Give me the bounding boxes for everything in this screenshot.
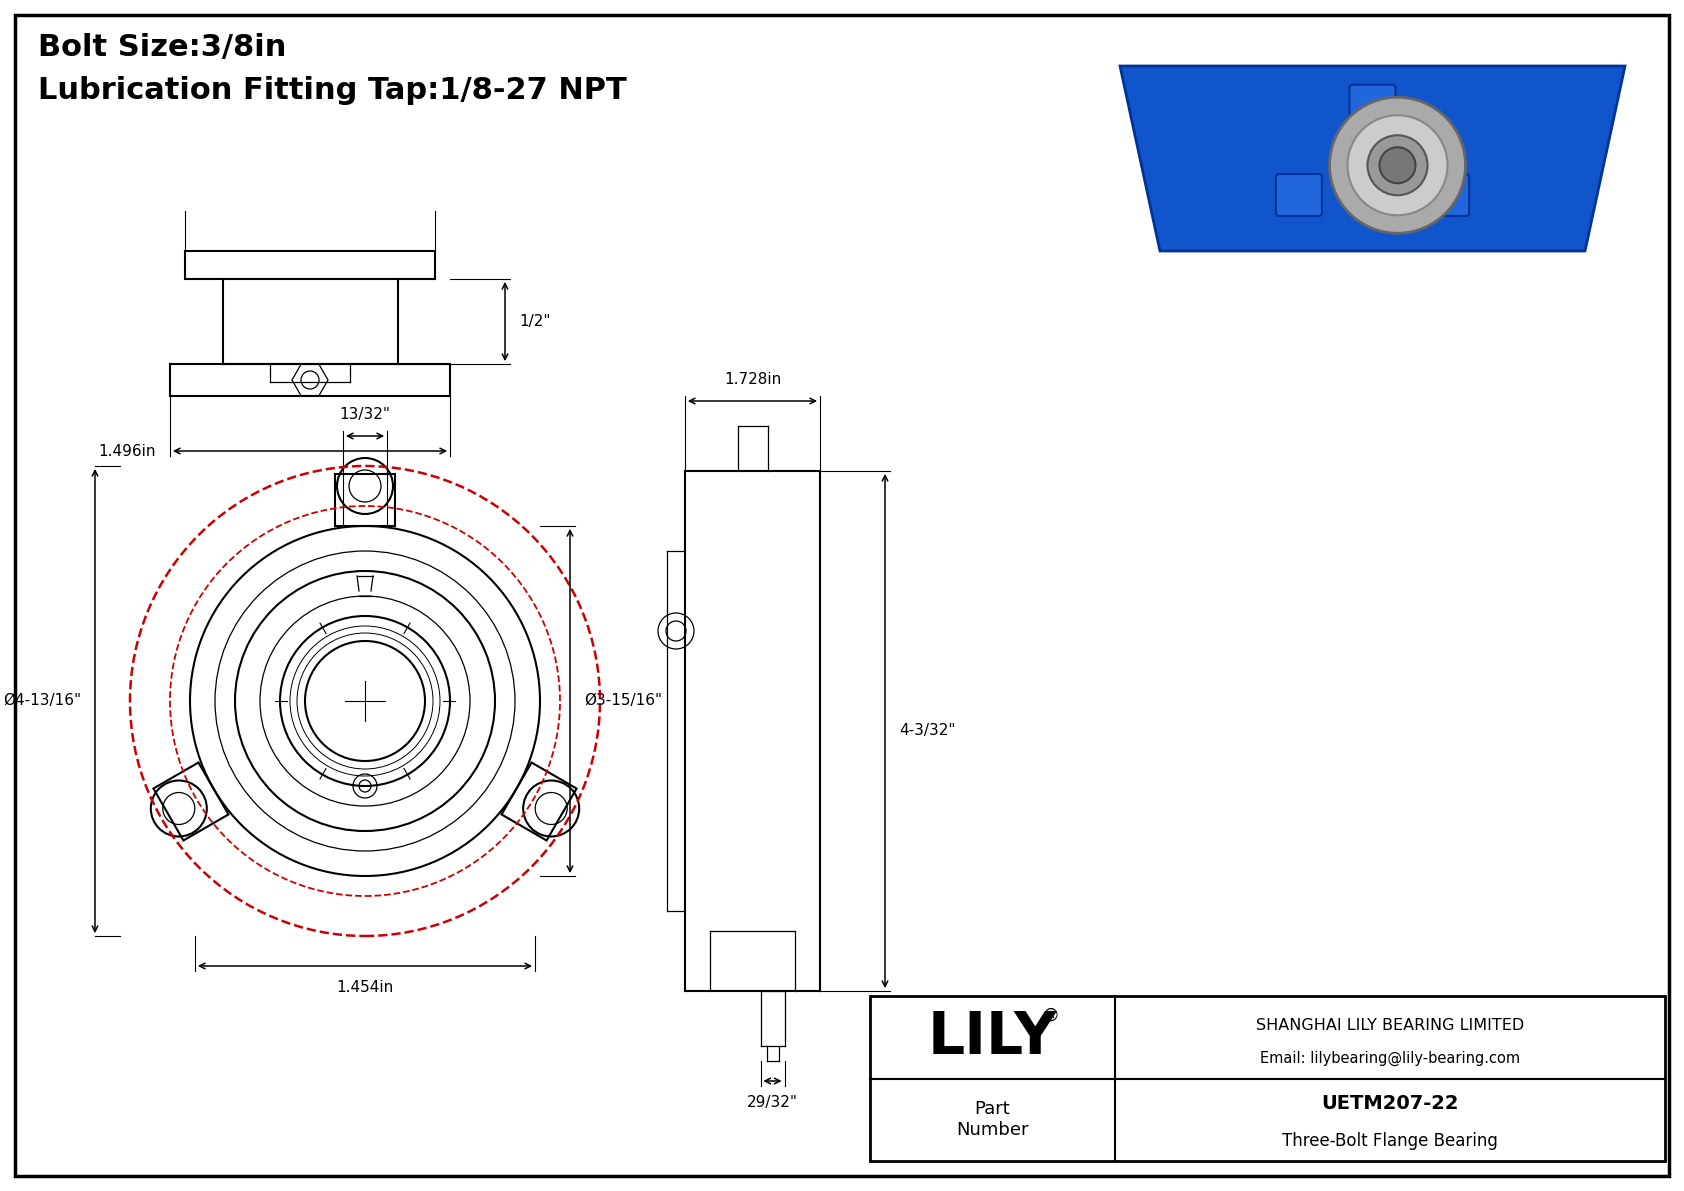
- Text: 1.454in: 1.454in: [337, 980, 394, 994]
- Text: 1/2": 1/2": [519, 314, 551, 329]
- Circle shape: [1347, 116, 1448, 216]
- FancyBboxPatch shape: [1276, 174, 1322, 216]
- Text: Email: lilybearing@lily-bearing.com: Email: lilybearing@lily-bearing.com: [1260, 1052, 1521, 1066]
- Text: Ø3-15/16": Ø3-15/16": [584, 693, 662, 709]
- Text: 13/32": 13/32": [340, 407, 391, 422]
- Text: Ø4-13/16": Ø4-13/16": [3, 693, 81, 709]
- Text: LILY: LILY: [928, 1009, 1056, 1066]
- Text: 1.496in: 1.496in: [98, 443, 157, 459]
- Circle shape: [1379, 148, 1416, 183]
- FancyBboxPatch shape: [1423, 174, 1468, 216]
- Circle shape: [1329, 98, 1465, 233]
- Polygon shape: [1120, 66, 1625, 251]
- Text: SHANGHAI LILY BEARING LIMITED: SHANGHAI LILY BEARING LIMITED: [1256, 1018, 1524, 1034]
- Text: 1.728in: 1.728in: [724, 372, 781, 387]
- Circle shape: [1367, 136, 1428, 195]
- Text: ®: ®: [1041, 1006, 1059, 1024]
- Text: 4-3/32": 4-3/32": [899, 723, 955, 738]
- Text: Lubrication Fitting Tap:1/8-27 NPT: Lubrication Fitting Tap:1/8-27 NPT: [39, 76, 626, 105]
- FancyBboxPatch shape: [1349, 85, 1396, 126]
- Bar: [1100, 36, 1645, 272]
- Text: Three-Bolt Flange Bearing: Three-Bolt Flange Bearing: [1282, 1133, 1499, 1151]
- Text: UETM207-22: UETM207-22: [1322, 1093, 1458, 1112]
- Text: Part
Number: Part Number: [957, 1100, 1029, 1139]
- Text: 29/32": 29/32": [748, 1095, 798, 1110]
- Bar: [871, 996, 1665, 1161]
- Text: Bolt Size:3/8in: Bolt Size:3/8in: [39, 33, 286, 62]
